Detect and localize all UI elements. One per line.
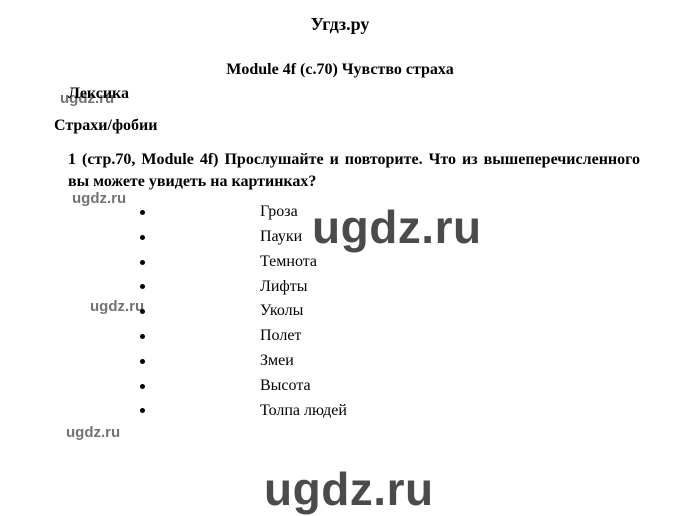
- watermark-big: ugdz.ru: [264, 462, 434, 516]
- fear-list: ГрозаПаукиТемнотаЛифтыУколыПолетЗмеиВысо…: [0, 200, 680, 423]
- bullet-icon: [0, 275, 260, 300]
- list-item-label: Темнота: [260, 250, 680, 275]
- list-item: Лифты: [0, 275, 680, 300]
- list-item: Полет: [0, 324, 680, 349]
- bullet-icon: [0, 299, 260, 324]
- list-item-label: Гроза: [260, 200, 680, 225]
- list-item-label: Лифты: [260, 275, 680, 300]
- site-title: Угдз.ру: [0, 0, 680, 35]
- list-item-label: Высота: [260, 374, 680, 399]
- list-item: Гроза: [0, 200, 680, 225]
- bullet-icon: [0, 200, 260, 225]
- list-item-label: Пауки: [260, 225, 680, 250]
- instruction-text: 1 (стр.70, Module 4f) Прослушайте и повт…: [68, 149, 640, 192]
- bullet-icon: [0, 225, 260, 250]
- list-item: Толпа людей: [0, 399, 680, 424]
- bullet-icon: [0, 250, 260, 275]
- section-label: Лексика: [68, 85, 680, 103]
- list-item-label: Полет: [260, 324, 680, 349]
- list-item: Высота: [0, 374, 680, 399]
- list-item: Пауки: [0, 225, 680, 250]
- list-item: Темнота: [0, 250, 680, 275]
- module-title: Module 4f (с.70) Чувство страха: [0, 61, 680, 79]
- bullet-icon: [0, 399, 260, 424]
- list-item-label: Уколы: [260, 299, 680, 324]
- list-item: Уколы: [0, 299, 680, 324]
- list-item-label: Толпа людей: [260, 399, 680, 424]
- subsection-label: Страхи/фобии: [54, 117, 680, 135]
- bullet-icon: [0, 324, 260, 349]
- bullet-icon: [0, 349, 260, 374]
- watermark-small: ugdz.ru: [66, 424, 120, 441]
- list-item-label: Змеи: [260, 349, 680, 374]
- bullet-icon: [0, 374, 260, 399]
- list-item: Змеи: [0, 349, 680, 374]
